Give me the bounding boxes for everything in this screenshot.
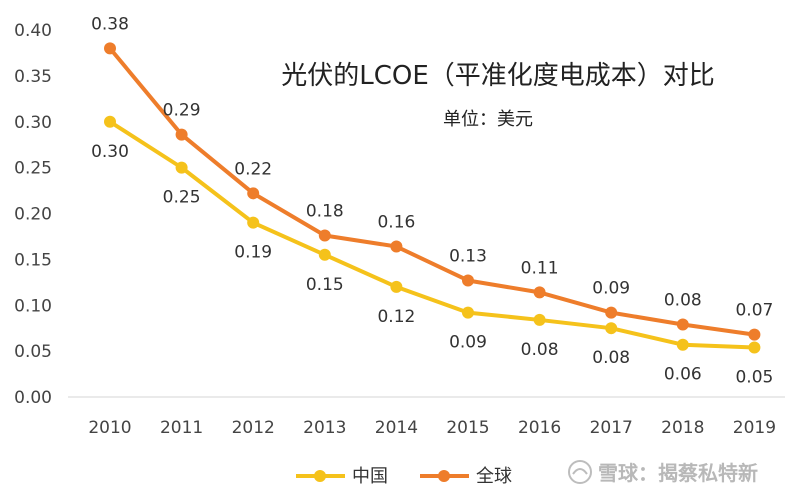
x-tick-label: 2018 [661, 418, 704, 438]
data-point-china [748, 341, 761, 354]
x-tick-label: 2010 [88, 418, 131, 438]
legend-marker-global [438, 470, 450, 482]
data-label-global: 0.09 [592, 279, 630, 299]
x-tick-label: 2014 [375, 418, 418, 438]
data-label-global: 0.22 [234, 159, 272, 179]
watermark: 雪球：揭蔡私特新 [568, 460, 758, 485]
data-label-global: 0.38 [91, 14, 129, 34]
chart-subtitle: 单位：美元 [443, 109, 533, 130]
x-tick-label: 2011 [160, 418, 203, 438]
data-label-global: 0.11 [521, 258, 559, 278]
data-point-china [104, 115, 116, 128]
data-label-global: 0.29 [163, 101, 201, 121]
data-point-china [533, 313, 546, 326]
data-label-china: 0.08 [592, 348, 630, 368]
data-point-global [247, 187, 260, 200]
data-label-china: 0.30 [91, 142, 129, 162]
data-point-global [676, 318, 689, 331]
y-tick-label: 0.15 [14, 250, 52, 270]
data-point-global [462, 274, 474, 287]
watermark-text: 雪球：揭蔡私特新 [598, 461, 758, 485]
y-tick-label: 0.05 [14, 342, 52, 362]
data-label-global: 0.18 [306, 202, 344, 222]
data-labels: 0.30 0.25 0.19 0.15 0.12 0.09 0.08 0.08 0.06 0.05… [91, 14, 773, 387]
legend-item-global: 全球 [420, 466, 512, 487]
chart-title: 光伏的LCOE（平准化度电成本）对比 [281, 61, 715, 91]
y-tick-label: 0.10 [14, 296, 52, 316]
y-axis: 0.00 0.05 0.10 0.15 0.20 0.25 0.30 0.35 0.40 [14, 21, 52, 408]
data-label-china: 0.25 [163, 188, 201, 208]
y-tick-label: 0.25 [14, 159, 52, 179]
legend: 中国 全球 [296, 466, 512, 487]
data-point-china [247, 216, 260, 229]
x-tick-label: 2019 [733, 418, 776, 438]
data-label-china: 0.19 [234, 243, 272, 263]
data-point-china [462, 306, 474, 319]
data-label-global: 0.08 [664, 291, 702, 311]
x-axis: 2010 2011 2012 2013 2014 2015 2016 2017 2018 2019 [68, 396, 785, 438]
x-tick-label: 2016 [518, 418, 561, 438]
series-line-china [108, 119, 757, 350]
series-layer [104, 42, 761, 354]
x-tick-label: 2012 [232, 418, 275, 438]
data-point-global [748, 328, 761, 341]
data-point-china [175, 161, 188, 174]
data-label-china: 0.15 [306, 275, 344, 295]
y-tick-label: 0.35 [14, 67, 52, 87]
data-point-global [175, 128, 188, 141]
legend-marker-china [314, 470, 326, 482]
series-line-global [108, 46, 757, 337]
y-tick-label: 0.30 [14, 113, 52, 133]
legend-label-china: 中国 [352, 466, 388, 487]
data-label-global: 0.07 [735, 301, 773, 321]
data-label-global: 0.16 [377, 213, 415, 233]
data-label-china: 0.05 [735, 367, 773, 387]
data-label-china: 0.09 [449, 333, 487, 353]
legend-item-china: 中国 [296, 466, 388, 487]
x-tick-label: 2013 [303, 418, 346, 438]
data-point-global [390, 240, 403, 253]
y-tick-label: 0.00 [14, 388, 52, 408]
data-point-china [605, 322, 618, 335]
data-label-global: 0.13 [449, 246, 487, 266]
data-point-global [318, 229, 331, 242]
data-label-china: 0.12 [377, 307, 415, 327]
data-label-china: 0.06 [664, 365, 702, 385]
x-tick-label: 2015 [446, 418, 489, 438]
y-tick-label: 0.40 [14, 21, 52, 41]
data-point-global [605, 306, 618, 319]
data-label-china: 0.08 [521, 340, 559, 360]
data-point-global [533, 286, 546, 299]
legend-label-global: 全球 [476, 466, 512, 487]
snowball-logo-icon [568, 460, 592, 484]
y-tick-label: 0.20 [14, 205, 52, 225]
data-point-china [676, 338, 689, 351]
x-tick-label: 2017 [590, 418, 633, 438]
data-point-china [390, 280, 403, 293]
data-point-global [104, 42, 116, 55]
data-point-china [318, 248, 331, 261]
